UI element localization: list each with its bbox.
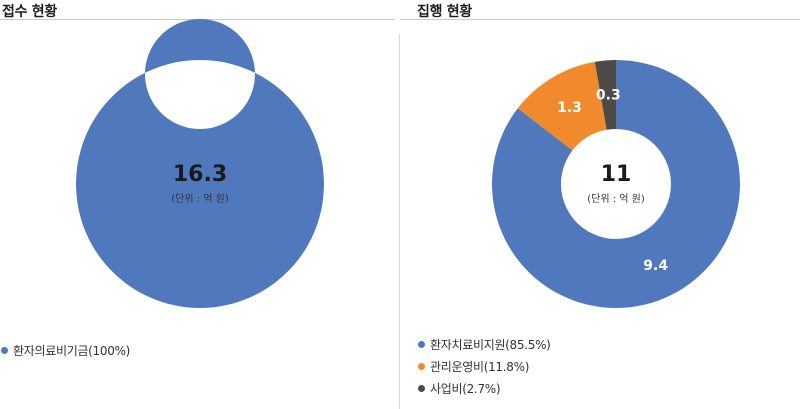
legend-dot-icon [418, 384, 425, 392]
donut-slice [75, 19, 324, 308]
legend-label: 환자치료비지원(85.5%) [430, 337, 551, 352]
legend-item: 환자의료비기금(100%) [1, 339, 130, 361]
legend-dot-icon [418, 340, 425, 348]
donut-chart-execution: 9.4 1.3 0.3 11 (단위 : 억 원) [492, 60, 740, 308]
donut-slice [492, 60, 740, 308]
slice-value-label: 9.4 [643, 258, 668, 274]
donut-chart-receipt: 16.3 (단위 : 억 원) [75, 19, 324, 308]
legend-dot-icon [1, 346, 8, 354]
panel-title-receipt: 접수 현황 [2, 4, 57, 20]
donut-unit-label: (단위 : 억 원) [587, 192, 645, 205]
donut-total-value: 16.3 [173, 162, 227, 187]
panel-execution-status: 집행 현황 9.4 1.3 0.3 11 (단위 : 억 원) 환자치료비지원(85.5… [400, 0, 800, 409]
legend-item: 환자치료비지원(85.5%) [418, 333, 551, 355]
panel-title-execution: 집행 현황 [417, 4, 472, 20]
legend-execution: 환자치료비지원(85.5%) 관리운영비(11.8%) 사업비(2.7%) [418, 333, 551, 399]
donut-total-value: 11 [601, 162, 632, 187]
panel-receipt-status: 접수 현황 16.3 (단위 : 억 원) 환자의료비기금(100%) [0, 0, 395, 409]
legend-label: 환자의료비기금(100%) [13, 343, 131, 358]
donut-slice [517, 61, 607, 151]
legend-dot-icon [418, 362, 425, 370]
legend-item: 관리운영비(11.8%) [418, 355, 551, 377]
legend-label: 관리운영비(11.8%) [430, 359, 530, 374]
panel-divider [399, 34, 400, 409]
donut-slice [594, 60, 616, 130]
slice-value-label: 1.3 [557, 100, 582, 116]
title-underline [400, 19, 800, 20]
slice-value-label: 0.3 [596, 87, 621, 103]
legend-item: 사업비(2.7%) [418, 377, 551, 399]
donut-unit-label: (단위 : 억 원) [171, 192, 229, 205]
legend-label: 사업비(2.7%) [430, 381, 501, 396]
legend-receipt: 환자의료비기금(100%) [1, 339, 130, 361]
